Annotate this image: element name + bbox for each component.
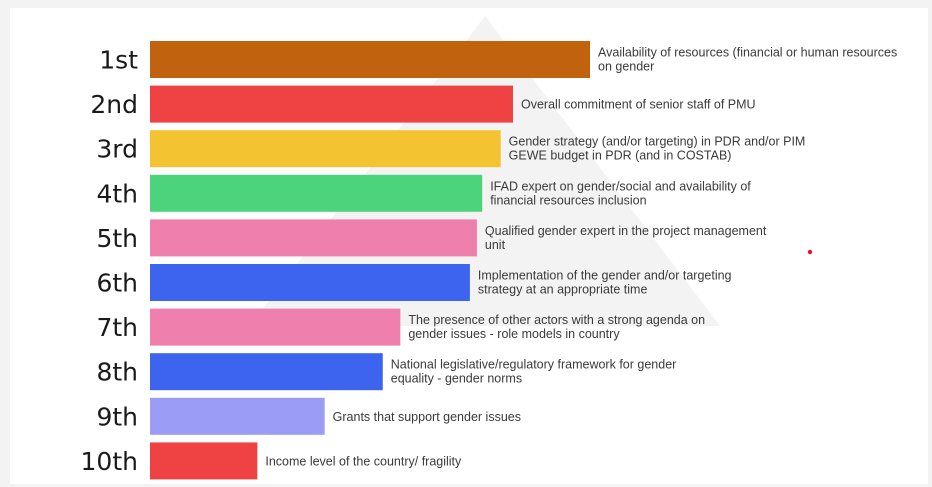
bar [150,264,470,301]
bar-label: Implementation of the gender and/or targ… [478,269,732,283]
bar-label: financial resources inclusion [490,193,646,207]
bar [150,219,477,257]
bar-row: 7th The presence of other actors with a s… [96,308,705,346]
rank-label: 8th [96,358,138,387]
bar-row: 9th Grants that support gender issues [96,397,521,435]
chart-frame: 1st Availability of resources (financial … [10,8,928,484]
bar-label: Overall commitment of senior staff of PM… [521,98,756,112]
bar-row: 1st Availability of resources (financial … [99,41,897,78]
bar-label: gender issues - role models in country [408,327,620,341]
rank-label: 7th [96,313,138,342]
bar-label: GEWE budget in PDR (and in COSTAB) [509,149,732,163]
rank-label: 5th [96,224,138,253]
bar-label: strategy at an appropriate time [478,283,648,297]
bar-label: IFAD expert on gender/social and availab… [490,179,751,193]
bar-label: equality - gender norms [391,372,522,386]
bar [150,174,483,212]
bar-row: 3rd Gender strategy (and/or targeting) in… [96,130,806,168]
rank-label: 6th [96,269,138,298]
bar-label: Income level of the country/ fragility [265,454,462,468]
red-dot-marker [807,249,813,255]
rank-label: 9th [96,402,138,431]
bar-label: Availability of resources (financial or … [598,46,897,60]
bar [150,308,401,346]
bar-label: Gender strategy (and/or targeting) in PD… [509,135,806,149]
bar-label: unit [485,238,506,252]
rank-label: 4th [96,179,138,208]
bar-label: National legislative/regulatory framewor… [391,358,677,372]
rank-label: 1st [99,46,138,75]
bar-label: on gender [598,60,654,74]
bar-row: 2nd Overall commitment of senior staff of… [90,85,756,123]
bar [150,442,258,480]
bar [150,397,325,435]
ranking-bar-chart: 1st Availability of resources (financial … [81,16,897,480]
bar-label: The presence of other actors with a stro… [408,313,705,327]
rank-label: 3rd [96,135,138,164]
bar-row: 5th Qualified gender expert in the projec… [96,219,767,257]
rank-label: 2nd [90,90,138,119]
bar [150,353,383,391]
bar-row: 8th National legislative/regulatory frame… [96,353,677,391]
bar-row: 4th IFAD expert on gender/social and avai… [96,174,751,212]
bar [150,41,590,78]
rank-label: 10th [81,447,138,476]
bar [150,85,513,123]
bar-label: Grants that support gender issues [333,410,521,424]
bar-row: 10th Income level of the country/ fragili… [81,442,462,480]
bar-label: Qualified gender expert in the project m… [485,224,767,238]
bar-row: 6th Implementation of the gender and/or t… [96,264,732,301]
bar [150,130,501,168]
